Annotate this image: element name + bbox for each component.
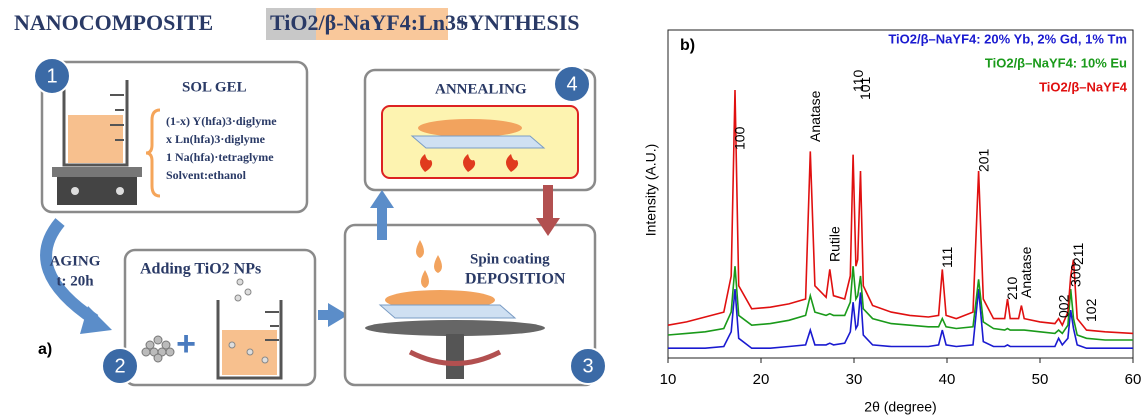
y-axis-label: Intensity (A.U.) [643, 144, 659, 237]
xrd-chart: 10 20 30 40 50 60 2θ (degree) Intensity (A.U.) b… [643, 30, 1142, 415]
step-title: Spin coating [470, 251, 550, 267]
x-tick-label: 10 [660, 371, 677, 388]
substrate [412, 136, 544, 148]
legend-entry: TiO2/β–NaYF4 [1039, 79, 1128, 94]
title-part: TiO2/β-NaYF4:Ln3+ [270, 10, 469, 35]
peak-label: 211 [1070, 242, 1086, 265]
peak-label: Anatase [807, 90, 823, 142]
x-tick-label: 30 [846, 371, 863, 388]
peak-label: Rutile [827, 226, 843, 262]
reagent: x Ln(hfa)3·diglyme [166, 132, 266, 146]
step-title: Adding TiO2 NPs [140, 261, 261, 278]
x-tick-label: 40 [939, 371, 956, 388]
peak-label: 102 [1083, 298, 1099, 322]
panel-label: b) [680, 37, 695, 54]
substrate [380, 305, 515, 318]
title-part: SYNTHESIS [456, 10, 580, 35]
diagram-panel: NANOCOMPOSITE TiO2/β-NaYF4:Ln3+ SYNTHESI… [14, 8, 606, 385]
film [418, 119, 522, 137]
liquid [68, 115, 123, 163]
knob [71, 187, 79, 195]
arrow-head [370, 190, 394, 208]
step-number: 2 [114, 355, 125, 377]
step-number: 3 [582, 355, 593, 377]
step-title: ANNEALING [435, 81, 527, 97]
peak-label: 002 [1055, 294, 1071, 318]
spin-axis [446, 334, 464, 379]
plus: + [176, 325, 196, 363]
knob [116, 187, 124, 195]
reagent: Solvent:ethanol [166, 168, 247, 182]
hotplate [57, 177, 137, 205]
aging-label: AGING [50, 253, 101, 269]
peak-label: 100 [732, 126, 748, 150]
step-subtitle: DEPOSITION [465, 271, 566, 288]
peak-label: 111 [939, 247, 955, 268]
reagent: 1 Na(hfa)·tetraglyme [166, 150, 274, 164]
peak-label: Anatase [1018, 246, 1034, 298]
reagent: (1-x) Y(hfa)3·diglyme [166, 114, 277, 128]
peak-label: 300 [1067, 263, 1083, 287]
peak-label: 201 [975, 148, 991, 172]
step-number: 1 [46, 65, 57, 87]
figure: NANOCOMPOSITE TiO2/β-NaYF4:Ln3+ SYNTHESI… [0, 0, 1146, 420]
hotplate-top [52, 167, 142, 177]
step-number: 4 [566, 73, 577, 95]
step-title: SOL GEL [182, 79, 247, 95]
title-part: NANOCOMPOSITE [14, 10, 213, 35]
x-tick-label: 50 [1032, 371, 1049, 388]
x-tick-label: 60 [1125, 371, 1142, 388]
legend-entry: TiO2/β–NaYF4: 10% Eu [985, 55, 1127, 70]
spin-plate [365, 320, 545, 336]
aging-time: t: 20h [56, 273, 94, 289]
panel-label: a) [38, 341, 52, 358]
peak-label: 101 [857, 76, 873, 100]
x-tick-label: 20 [753, 371, 770, 388]
aging-arrow [46, 222, 95, 320]
x-axis-label: 2θ (degree) [864, 399, 936, 415]
legend-entry: TiO2/β–NaYF4: 20% Yb, 2% Gd, 1% Tm [888, 31, 1127, 46]
